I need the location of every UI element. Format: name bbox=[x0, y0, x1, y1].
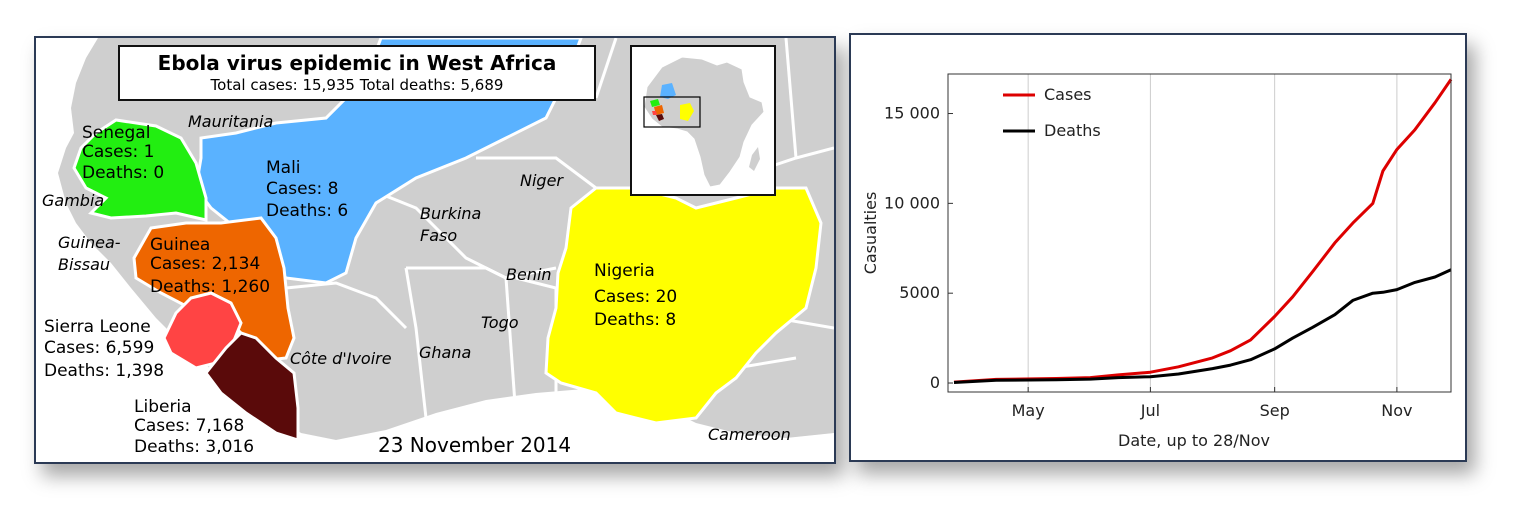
sierra-leone-label: Sierra Leone Cases: 6,599 Deaths: 1,398 bbox=[44, 317, 164, 381]
atlantic-ocean bbox=[36, 38, 834, 462]
inset-nigeria bbox=[680, 103, 694, 121]
label-togo: Togo bbox=[481, 313, 519, 332]
nigeria-cases: Cases: 20 bbox=[594, 287, 677, 307]
label-benin: Benin bbox=[506, 265, 552, 284]
x-axis-label: Date, up to 28/Nov bbox=[1118, 431, 1270, 450]
nigeria-label: Nigeria Cases: 20 Deaths: 8 bbox=[594, 261, 677, 330]
inset-guinea bbox=[654, 105, 664, 115]
madagascar bbox=[749, 147, 760, 171]
label-cameroon: Cameroon bbox=[708, 425, 791, 444]
label-niger: Niger bbox=[520, 171, 564, 190]
sierra-leone-name: Sierra Leone bbox=[44, 317, 151, 337]
casualties-chart-panel: 0 5000 10 000 15 000 May Jul Sep Nov Date, up … bbox=[849, 33, 1467, 462]
other-country-labels: Mauritania Gambia Guinea- Bissau Niger B… bbox=[42, 112, 791, 444]
label-mauritania: Mauritania bbox=[188, 112, 273, 131]
senegal-deaths: Deaths: 0 bbox=[82, 163, 164, 183]
label-faso: Faso bbox=[420, 226, 457, 245]
label-burkina: Burkina bbox=[420, 204, 481, 223]
y-tick-label: 15 000 bbox=[884, 104, 940, 123]
map-title: Ebola virus epidemic in West Africa bbox=[157, 51, 557, 75]
mali-label: Mali Cases: 8 Deaths: 6 bbox=[266, 158, 348, 221]
sierra-leone-deaths: Deaths: 1,398 bbox=[44, 361, 164, 381]
sierra-leone-cases: Cases: 6,599 bbox=[44, 338, 154, 358]
chart-legend: Cases Deaths bbox=[1003, 85, 1101, 140]
nigeria-deaths: Deaths: 8 bbox=[594, 310, 676, 330]
inset-senegal-guinea bbox=[650, 99, 660, 107]
map-subtitle: Total cases: 15,935 Total deaths: 5,689 bbox=[210, 76, 504, 94]
guinea-label: Guinea Cases: 2,134 Deaths: 1,260 bbox=[150, 235, 270, 297]
nigeria-name: Nigeria bbox=[594, 261, 655, 281]
guinea-cases: Cases: 2,134 bbox=[150, 254, 260, 274]
senegal-cases: Cases: 1 bbox=[82, 142, 154, 162]
liberia-label: Liberia Cases: 7,168 Deaths: 3,016 bbox=[134, 397, 254, 457]
guinea-deaths: Deaths: 1,260 bbox=[150, 277, 270, 297]
series-line-cases bbox=[953, 78, 1453, 384]
senegal-name: Senegal bbox=[82, 123, 150, 143]
map-title-box: Ebola virus epidemic in West Africa Tota… bbox=[118, 45, 596, 101]
y-tick-label: 10 000 bbox=[884, 193, 940, 212]
label-guinea-bissau-2: Bissau bbox=[58, 255, 110, 274]
x-tick-label: Nov bbox=[1381, 401, 1412, 420]
mali-cases: Cases: 8 bbox=[266, 179, 338, 199]
label-ghana: Ghana bbox=[419, 343, 471, 362]
guinea-name: Guinea bbox=[150, 235, 210, 255]
inset-sierra-leone bbox=[652, 111, 657, 115]
legend-label-deaths: Deaths bbox=[1044, 121, 1101, 140]
label-guinea-bissau-1: Guinea- bbox=[58, 233, 121, 252]
y-axis-ticks: 0 5000 10 000 15 000 bbox=[884, 104, 953, 392]
map-date: 23 November 2014 bbox=[378, 433, 571, 457]
liberia-name: Liberia bbox=[134, 397, 192, 417]
africa-continent bbox=[643, 56, 765, 188]
plot-frame bbox=[947, 73, 1452, 393]
x-tick-label: May bbox=[1012, 401, 1045, 420]
senegal-region bbox=[72, 118, 208, 222]
ebola-map-panel: Senegal Cases: 1 Deaths: 0 Mali Cases: 8… bbox=[34, 36, 836, 464]
label-cote-divoire: Côte d'Ivoire bbox=[290, 349, 392, 368]
liberia-cases: Cases: 7,168 bbox=[134, 416, 244, 436]
liberia-region bbox=[204, 331, 300, 443]
africa-inset-svg bbox=[643, 56, 765, 188]
x-axis-ticks: May Jul Sep Nov bbox=[1012, 387, 1413, 420]
mali-name: Mali bbox=[266, 158, 301, 178]
mali-deaths: Deaths: 6 bbox=[266, 201, 348, 221]
inset-liberia bbox=[656, 114, 664, 121]
y-tick-label: 5000 bbox=[899, 283, 940, 302]
africa-inset-map bbox=[630, 45, 776, 196]
inset-mali bbox=[660, 83, 676, 99]
label-gambia: Gambia bbox=[42, 191, 104, 210]
series-lines bbox=[953, 78, 1453, 384]
inset-focus-box bbox=[643, 96, 701, 128]
senegal-label: Senegal Cases: 1 Deaths: 0 bbox=[82, 123, 164, 183]
nigeria-region bbox=[544, 186, 823, 425]
legend-label-cases: Cases bbox=[1044, 85, 1092, 104]
casualties-line-chart: 0 5000 10 000 15 000 May Jul Sep Nov Date, up … bbox=[861, 73, 1453, 450]
series-line-deaths bbox=[953, 268, 1452, 384]
liberia-deaths: Deaths: 3,016 bbox=[134, 437, 254, 457]
x-tick-label: Sep bbox=[1260, 401, 1290, 420]
y-axis-label: Casualties bbox=[861, 192, 880, 275]
grid-lines bbox=[1027, 74, 1398, 392]
y-tick-label: 0 bbox=[930, 373, 940, 392]
x-tick-label: Jul bbox=[1140, 401, 1160, 420]
